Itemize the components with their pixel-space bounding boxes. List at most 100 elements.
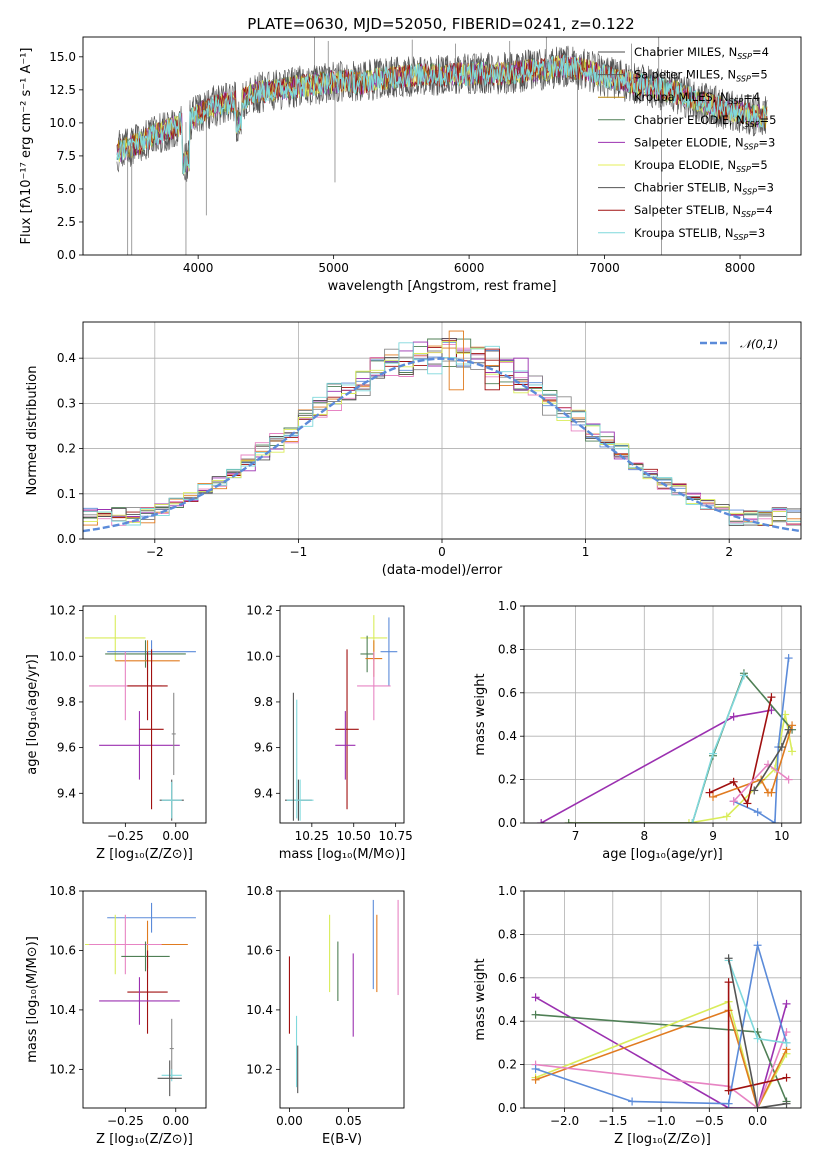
y-tick-label: 0.3 [57, 396, 76, 410]
mass-weight-marker [688, 819, 697, 823]
mass-weight-marker [724, 978, 733, 987]
mass-weight-marker [784, 725, 793, 734]
plot-area [85, 902, 196, 1097]
mass-weight-line [535, 1009, 788, 1108]
plot-area [83, 330, 801, 533]
errorbar-point [380, 617, 398, 686]
mass-weight-line [568, 714, 793, 823]
x-axis-label: age [log₁₀(age/yr)] [602, 847, 723, 862]
mass-weight-marker [531, 1075, 540, 1084]
y-tick-label: 10.4 [49, 1003, 76, 1017]
spectrum-line [116, 54, 768, 175]
errorbar-point [157, 1060, 182, 1097]
x-axis-label: (data-model)/error [382, 563, 503, 578]
x-tick-label: 10.50 [337, 829, 371, 843]
y-tick-label: 0.1 [57, 487, 76, 501]
errorbar-point [85, 615, 146, 661]
panel-spectrum: 4000 5000 6000 7000 8000 0.0 2.5 5.0 7.5 10.0 12.5… [19, 36, 802, 294]
panel-mass-weight-vs-age: 7 8 9 10 0.0 0.2 0.4 0.6 0.8 1.0 age [log₁₀(age/yr… [473, 599, 802, 862]
x-tick-label: 7 [572, 829, 580, 843]
x-tick-label: 0.0 [748, 1114, 767, 1128]
legend-label: Kroupa STELIB, NSSP=3 [634, 226, 765, 242]
legend-label: Chabrier STELIB, NSSP=3 [634, 181, 774, 197]
x-tick-label: −0.25 [107, 1114, 144, 1128]
x-tick-label: 1 [582, 545, 590, 559]
mass-weight-marker [753, 941, 762, 950]
panel-age-vs-mass: 10.25 10.50 10.75 9.4 9.6 9.8 10.0 10.2 mass [lo… [246, 604, 413, 862]
y-axis-label: mass weight [473, 673, 488, 755]
residual-histogram [83, 341, 801, 526]
mass-weight-marker [753, 1104, 762, 1108]
y-tick-label: 9.8 [254, 695, 273, 709]
plot-area [85, 615, 196, 821]
x-tick-label: 4000 [183, 261, 214, 275]
plot-area [116, 37, 768, 255]
y-tick-label: 10.2 [246, 1062, 273, 1076]
y-tick-label: 10.0 [246, 649, 273, 663]
legend-label: Salpeter ELODIE, NSSP=3 [634, 135, 775, 151]
y-tick-label: 0.0 [498, 1101, 517, 1115]
mass-weight-marker [782, 1099, 791, 1108]
y-tick-label: 1.0 [498, 599, 517, 613]
panel-mass-vs-Z: −0.25 0.00 10.2 10.4 10.6 10.8 Z [log₁₀(Z/Z⊙)]… [25, 884, 207, 1147]
y-tick-label: 9.6 [57, 741, 76, 755]
y-tick-label: 10.2 [49, 604, 76, 618]
errorbar-point [360, 635, 374, 673]
x-axis-label: wavelength [Angstrom, rest frame] [328, 279, 557, 294]
mass-weight-marker [788, 721, 797, 730]
legend-label: 𝒩(0,1) [740, 337, 778, 351]
y-tick-label: 10.2 [246, 604, 273, 618]
x-axis-label: Z [log₁₀(Z/Z⊙)] [96, 1132, 193, 1147]
y-tick-label: 10.6 [246, 943, 273, 957]
mass-weight-marker [531, 993, 540, 1002]
errorbar-point [139, 649, 164, 810]
y-tick-label: 0.0 [57, 532, 76, 546]
errorbar-point [105, 640, 186, 668]
errorbar-point [335, 711, 356, 780]
x-tick-label: −1.0 [646, 1114, 675, 1128]
x-tick-label: 6000 [454, 261, 485, 275]
x-axis-label: E(B-V) [322, 1132, 362, 1147]
figure-title: PLATE=0630, MJD=52050, FIBERID=0241, z=0… [247, 15, 634, 33]
mass-weight-line [568, 671, 793, 823]
axes-frame [279, 605, 405, 824]
mass-weight-marker [770, 819, 779, 823]
y-axis-label: age [log₁₀(age/yr)] [25, 654, 40, 775]
x-tick-label: 2 [725, 545, 733, 559]
mass-weight-marker [729, 797, 738, 806]
errorbar-point [286, 779, 314, 821]
x-tick-label: 8 [640, 829, 648, 843]
mass-weight-marker [729, 712, 738, 721]
x-tick-label: 10.75 [378, 829, 412, 843]
normal-reference-curve [83, 357, 801, 533]
plot-area [285, 615, 398, 821]
legend-label: Salpeter MILES, NSSP=5 [634, 68, 768, 84]
legend-label: Salpeter STELIB, NSSP=4 [634, 203, 773, 219]
x-tick-label: 0.00 [162, 1114, 189, 1128]
x-tick-label: −1.5 [598, 1114, 627, 1128]
errorbar-point [161, 781, 182, 819]
mass-weight-line [709, 696, 773, 806]
y-tick-label: 0.0 [498, 816, 517, 830]
x-tick-label: 0.05 [335, 1114, 362, 1128]
y-tick-label: 0.4 [498, 1014, 517, 1028]
errorbar-point [335, 649, 359, 810]
mass-weight-marker [564, 819, 573, 823]
axes-frame [523, 605, 802, 824]
errorbar-point [169, 1018, 174, 1079]
y-tick-label: 12.5 [49, 83, 76, 97]
residual-bin [513, 357, 529, 391]
residual-bin [484, 348, 500, 391]
y-tick-label: 10.0 [49, 649, 76, 663]
y-tick-label: 0.4 [498, 729, 517, 743]
x-tick-label: 0 [438, 545, 446, 559]
x-axis-label: Z [log₁₀(Z/Z⊙)] [614, 1132, 711, 1147]
errorbar-point [99, 977, 180, 1025]
mass-weight-marker [777, 743, 786, 752]
mass-weight-marker [753, 808, 762, 817]
mass-weight-marker [784, 775, 793, 784]
plot-area [288, 899, 399, 1094]
x-tick-label: 7000 [589, 261, 620, 275]
mass-weight-marker [782, 1073, 791, 1082]
legend-label: Chabrier ELODIE, NSSP=5 [634, 113, 776, 129]
